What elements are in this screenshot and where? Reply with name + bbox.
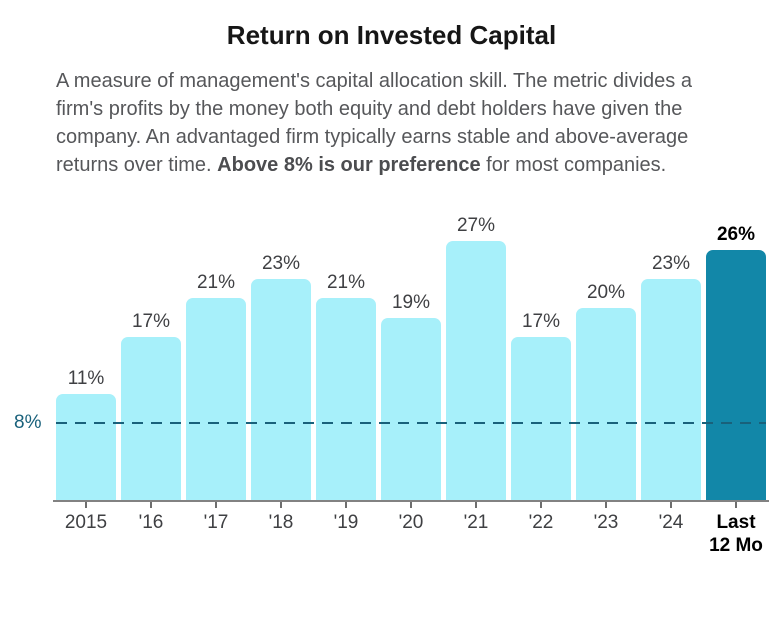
bar-value-label: 17% (521, 311, 561, 332)
x-axis-label-text: '16 (138, 512, 164, 533)
x-axis-label-text: '20 (398, 512, 424, 533)
x-axis-label: '18 (251, 502, 311, 557)
x-axis-labels: 2015 '16 '17 '18 '19 '20 '21 '22 '23 '24 Last 12 M… (56, 502, 766, 557)
x-axis-label-text: '23 (593, 512, 619, 533)
bar-highlight (706, 250, 766, 500)
bar (316, 298, 376, 500)
axis-tick (475, 502, 477, 508)
description-text-end: for most companies. (480, 154, 667, 176)
axis-tick (85, 502, 87, 508)
bar-column: 11% (56, 368, 116, 500)
bar-column: 23% (641, 253, 701, 500)
bar-column: 17% (121, 311, 181, 500)
axis-tick (540, 502, 542, 508)
x-axis-label: Last 12 Mo (706, 502, 766, 557)
bar-value-label: 21% (196, 272, 236, 293)
bar-column: 21% (186, 272, 246, 500)
x-axis-label: 2015 (56, 502, 116, 557)
reference-line (56, 422, 766, 424)
bar (446, 241, 506, 500)
axis-tick (735, 502, 737, 508)
bar-value-label: 27% (456, 215, 496, 236)
x-axis-label: '23 (576, 502, 636, 557)
bar-value-label: 20% (586, 282, 626, 303)
x-axis-label: '21 (446, 502, 506, 557)
bar-value-label: 23% (651, 253, 691, 274)
description-text: A measure of management's capital alloca… (56, 70, 692, 176)
bar-column: 19% (381, 292, 441, 500)
x-axis-label-text: 2015 (64, 512, 108, 533)
x-axis-label: '19 (316, 502, 376, 557)
axis-tick (410, 502, 412, 508)
bar-column: 27% (446, 215, 506, 500)
x-axis-label-text: '17 (203, 512, 229, 533)
bar (121, 337, 181, 500)
bar (576, 308, 636, 500)
x-axis-label-text: '24 (658, 512, 684, 533)
x-axis-label-text: '18 (268, 512, 294, 533)
bar (641, 279, 701, 500)
axis-tick (345, 502, 347, 508)
roic-bar-chart: 8% 11% 17% 21% 23% 21% 19% 27% 17% 20% 23% 26% 201… (14, 215, 783, 557)
x-axis-label-text: '21 (463, 512, 489, 533)
bar-value-label: 17% (131, 311, 171, 332)
bar (511, 337, 571, 500)
bar (56, 394, 116, 500)
bar-value-label: 26% (716, 224, 756, 245)
x-axis-label-text: Last 12 Mo (709, 512, 763, 556)
description-bold-text: Above 8% is our preference (217, 154, 481, 176)
description: A measure of management's capital alloca… (56, 67, 716, 179)
x-axis-label: '20 (381, 502, 441, 557)
bar-value-label: 11% (67, 368, 105, 389)
axis-tick (280, 502, 282, 508)
bar-value-label: 19% (391, 292, 431, 313)
page-title: Return on Invested Capital (226, 20, 557, 50)
bar-column: 26% (706, 224, 766, 500)
bar-value-label: 23% (261, 253, 301, 274)
bar (186, 298, 246, 500)
bar-column: 20% (576, 282, 636, 500)
bar (251, 279, 311, 500)
bar (381, 318, 441, 500)
bar-column: 23% (251, 253, 311, 500)
axis-tick (150, 502, 152, 508)
axis-tick (670, 502, 672, 508)
x-axis-label-text: '22 (528, 512, 554, 533)
x-axis-label: '16 (121, 502, 181, 557)
bar-column: 17% (511, 311, 571, 500)
x-axis-label: '22 (511, 502, 571, 557)
axis-tick (215, 502, 217, 508)
bar-value-label: 21% (326, 272, 366, 293)
x-axis-line (53, 500, 769, 502)
axis-tick (605, 502, 607, 508)
x-axis-label: '24 (641, 502, 701, 557)
plot-area: 8% 11% 17% 21% 23% 21% 19% 27% 17% 20% 23% 26% (14, 215, 766, 500)
x-axis-label-text: '19 (333, 512, 359, 533)
reference-line-label: 8% (14, 412, 42, 433)
x-axis-label: '17 (186, 502, 246, 557)
bar-column: 21% (316, 272, 376, 500)
